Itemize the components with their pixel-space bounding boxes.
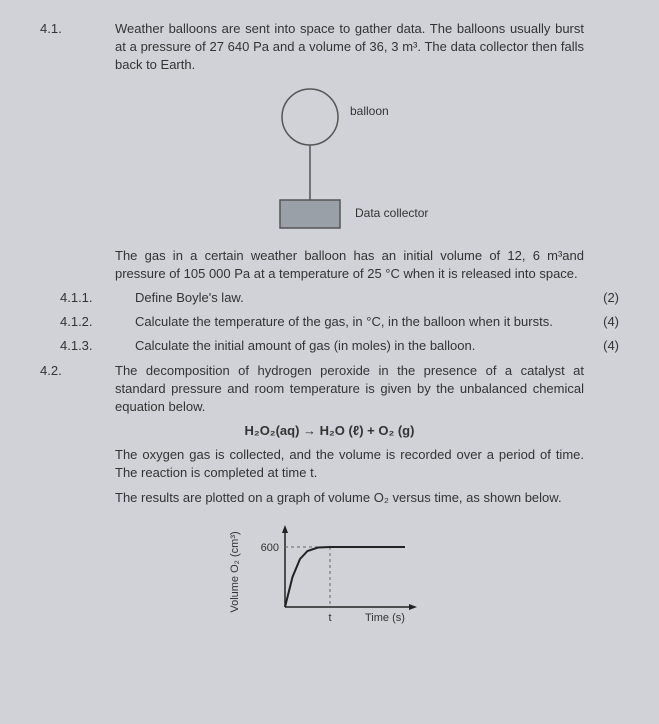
q413-text: Calculate the initial amount of gas (in … (115, 337, 584, 355)
volume-time-chart: 600 t Time (s) Volume O₂ (cm³) (40, 517, 619, 627)
collector-label: Data collector (355, 206, 428, 220)
exam-page: 4.1. Weather balloons are sent into spac… (0, 0, 659, 637)
svg-text:t: t (328, 612, 331, 624)
q412-number: 4.1.2. (40, 313, 115, 331)
q413-marks: (4) (584, 337, 619, 355)
q41-intro-row: 4.1. Weather balloons are sent into spac… (40, 20, 619, 75)
q42-p2-text: The oxygen gas is collected, and the vol… (95, 446, 584, 482)
q41-intro-marks (584, 20, 619, 75)
q411-text: Define Boyle's law. (115, 289, 584, 307)
q41-number: 4.1. (40, 20, 115, 75)
balloon-diagram: balloon Data collector (40, 85, 619, 235)
balloon-svg: balloon Data collector (200, 85, 460, 235)
balloon-label: balloon (350, 104, 389, 118)
q412-marks: (4) (584, 313, 619, 331)
q42-p3-row: The results are plotted on a graph of vo… (40, 489, 619, 507)
svg-text:600: 600 (260, 542, 278, 554)
q42-p3-text: The results are plotted on a graph of vo… (95, 489, 584, 507)
q411-row: 4.1.1. Define Boyle's law. (2) (40, 289, 619, 307)
chart-svg: 600 t Time (s) Volume O₂ (cm³) (220, 517, 440, 627)
svg-text:Time (s): Time (s) (365, 612, 405, 624)
q412-row: 4.1.2. Calculate the temperature of the … (40, 313, 619, 331)
q411-marks: (2) (584, 289, 619, 307)
q411-number: 4.1.1. (40, 289, 115, 307)
q42-equation: H₂O₂(aq) → H₂O (ℓ) + O₂ (g) (40, 422, 619, 440)
q413-number: 4.1.3. (40, 337, 115, 355)
q413-row: 4.1.3. Calculate the initial amount of g… (40, 337, 619, 355)
q42-p2-row: The oxygen gas is collected, and the vol… (40, 446, 619, 482)
q412-text: Calculate the temperature of the gas, in… (115, 313, 584, 331)
q41-mid-row: The gas in a certain weather balloon has… (40, 247, 619, 283)
q42-number: 4.2. (40, 362, 95, 417)
q41-mid-text: The gas in a certain weather balloon has… (115, 247, 584, 283)
q42-intro-text: The decomposition of hydrogen peroxide i… (95, 362, 584, 417)
spacer (40, 247, 115, 283)
svg-text:Volume O₂ (cm³): Volume O₂ (cm³) (229, 531, 241, 612)
q41-intro-text: Weather balloons are sent into space to … (115, 20, 584, 75)
data-collector-box (280, 200, 340, 228)
q42-intro-row: 4.2. The decomposition of hydrogen perox… (40, 362, 619, 417)
balloon-circle (282, 89, 338, 145)
